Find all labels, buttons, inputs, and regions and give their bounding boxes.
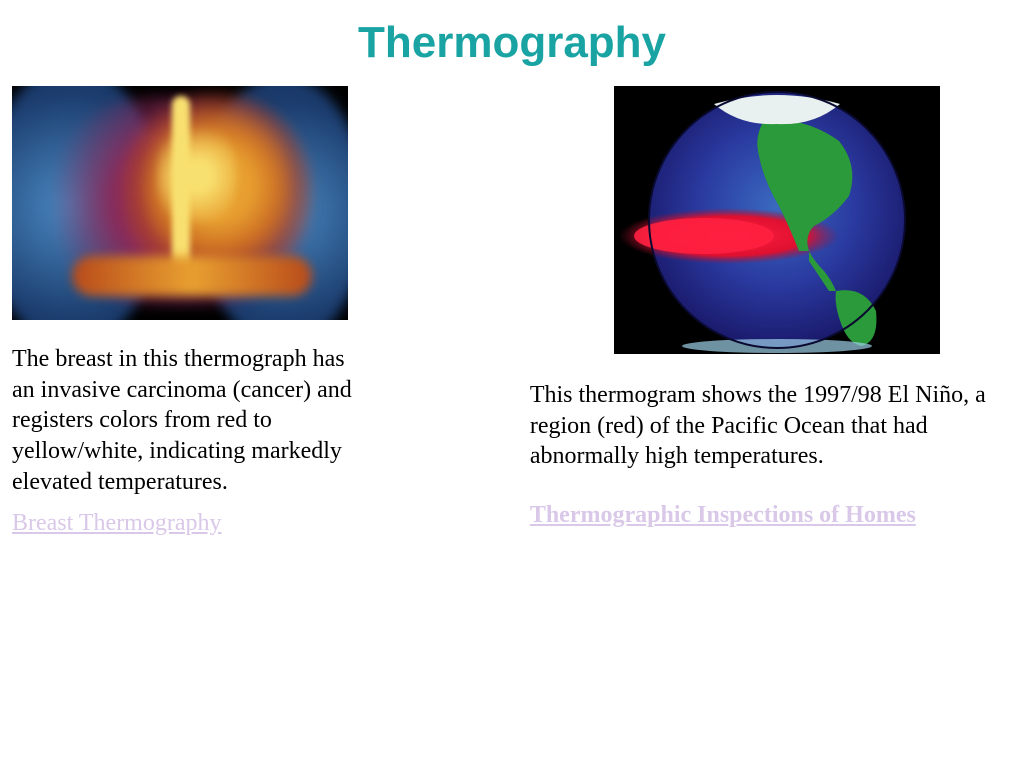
right-column: This thermogram shows the 1997/98 El Niñ… [472, 86, 1014, 537]
breast-thermograph-image [12, 86, 348, 320]
two-column-layout: The breast in this thermograph has an in… [0, 68, 1024, 537]
right-caption: This thermogram shows the 1997/98 El Niñ… [512, 380, 1014, 472]
breast-thermography-link[interactable]: Breast Thermography [12, 510, 222, 537]
page-title: Thermography [0, 0, 1024, 68]
left-caption: The breast in this thermograph has an in… [10, 344, 472, 498]
el-nino-globe-image [614, 86, 940, 354]
thermographic-inspections-link[interactable]: Thermographic Inspections of Homes [530, 502, 916, 529]
left-column: The breast in this thermograph has an in… [10, 86, 472, 537]
